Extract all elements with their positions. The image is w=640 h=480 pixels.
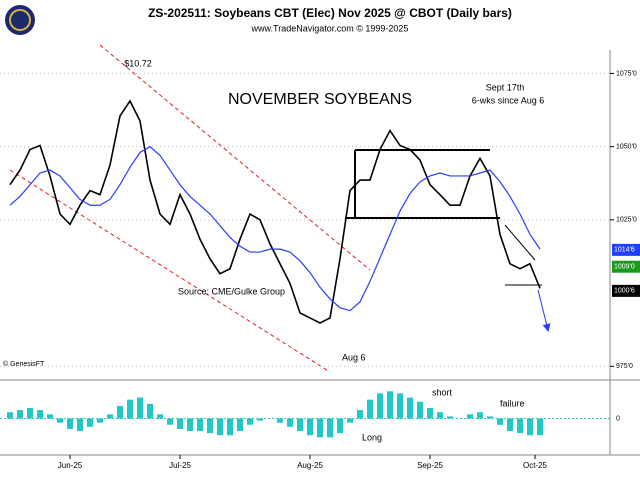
price-tag-label: 1014'6 xyxy=(614,247,635,254)
oscillator-bar xyxy=(247,418,253,425)
oscillator-bar xyxy=(147,403,153,419)
chart-title: ZS-202511: Soybeans CBT (Elec) Nov 2025 … xyxy=(148,6,512,20)
annotation: © GenesisFT xyxy=(3,360,45,368)
oscillator-bar xyxy=(7,412,13,419)
oscillator-bar xyxy=(357,410,363,419)
x-tick-label: Oct-25 xyxy=(523,461,548,470)
price-tag-label: 1000'6 xyxy=(614,288,635,295)
annotation: Sept 17th xyxy=(486,82,525,92)
oscillator-bar xyxy=(107,414,113,419)
series-line xyxy=(9,145,541,312)
oscillator-bar xyxy=(507,418,513,432)
y-tick-label: 1075'0 xyxy=(616,70,637,77)
oscillator-bar xyxy=(447,416,453,419)
annotation: $10.72 xyxy=(124,58,152,68)
annotation: short xyxy=(432,387,453,397)
y-tick-label: 975'0 xyxy=(616,363,633,370)
annotation: failure xyxy=(500,398,525,408)
oscillator-bar xyxy=(437,412,443,419)
projection-arrow xyxy=(537,289,551,332)
oscillator-bar xyxy=(387,391,393,419)
annotation: Long xyxy=(362,432,382,442)
oscillator-bar xyxy=(117,405,123,419)
oscillator-bar xyxy=(67,418,73,429)
oscillator-bar xyxy=(87,418,93,427)
oscillator-bar xyxy=(327,418,333,438)
annotation: Source: CME/Gulke Group xyxy=(178,286,285,296)
oscillator-bar xyxy=(417,401,423,419)
oscillator-bar xyxy=(97,418,103,423)
x-tick-label: Sep-25 xyxy=(417,461,443,470)
oscillator-bar xyxy=(37,410,43,419)
oscillator-bar xyxy=(407,397,413,419)
oscillator-bar xyxy=(237,418,243,432)
oscillator-bar xyxy=(197,418,203,432)
oscillator-bar xyxy=(217,418,223,436)
price-tag xyxy=(612,243,640,256)
oscillator-bar xyxy=(207,418,213,434)
logo-ring xyxy=(9,9,31,31)
oscillator-bar xyxy=(427,408,433,419)
oscillator-bar xyxy=(167,418,173,425)
price-tag-label: 1009'0 xyxy=(614,264,635,271)
oscillator-bar xyxy=(307,418,313,436)
oscillator-bar xyxy=(157,414,163,419)
channel-line xyxy=(9,169,331,373)
oscillator-bar xyxy=(227,418,233,436)
oscillator-bar xyxy=(537,418,543,436)
oscillator-bar xyxy=(477,412,483,419)
oscillator-bar xyxy=(137,397,143,419)
oscillator-bar xyxy=(27,408,33,419)
oscillator-bar xyxy=(517,418,523,434)
annotation: Aug 6 xyxy=(342,352,366,362)
oscillator-bar xyxy=(527,418,533,436)
oscillator-bar xyxy=(17,410,23,419)
price-tag xyxy=(612,284,640,297)
oscillator-bar xyxy=(277,418,283,423)
oscillator-bar xyxy=(487,416,493,419)
oscillator-bar xyxy=(347,418,353,423)
oscillator-bar xyxy=(367,399,373,419)
y-tick-label: 1050'0 xyxy=(616,143,637,150)
oscillator-bar xyxy=(287,418,293,427)
y-tick-label: 0 xyxy=(616,415,620,422)
oscillator-bar xyxy=(177,418,183,429)
oscillator-bar xyxy=(337,418,343,434)
chart-subtitle: www.TradeNavigator.com © 1999-2025 xyxy=(251,23,409,33)
oscillator-bar xyxy=(47,414,53,419)
y-tick-label: 1025'0 xyxy=(616,217,637,224)
x-tick-label: Aug-25 xyxy=(297,461,323,470)
oscillator-bar xyxy=(397,393,403,419)
oscillator-bar xyxy=(257,418,263,421)
x-tick-label: Jul-25 xyxy=(169,461,191,470)
oscillator-bar xyxy=(187,418,193,432)
oscillator-bar xyxy=(377,393,383,419)
oscillator-bar xyxy=(57,418,63,423)
oscillator-bar xyxy=(497,418,503,425)
series-line xyxy=(9,99,541,324)
oscillator-bar xyxy=(297,418,303,432)
oscillator-bar xyxy=(317,418,323,438)
channel-line xyxy=(99,44,371,271)
oscillator-bar xyxy=(127,399,133,419)
price-tag xyxy=(612,260,640,273)
oscillator-bar xyxy=(467,414,473,419)
flag-line xyxy=(504,224,536,261)
annotation: 6-wks since Aug 6 xyxy=(472,95,545,105)
x-tick-label: Jun-25 xyxy=(58,461,83,470)
oscillator-bar xyxy=(77,418,83,432)
annotation: NOVEMBER SOYBEANS xyxy=(228,91,412,108)
